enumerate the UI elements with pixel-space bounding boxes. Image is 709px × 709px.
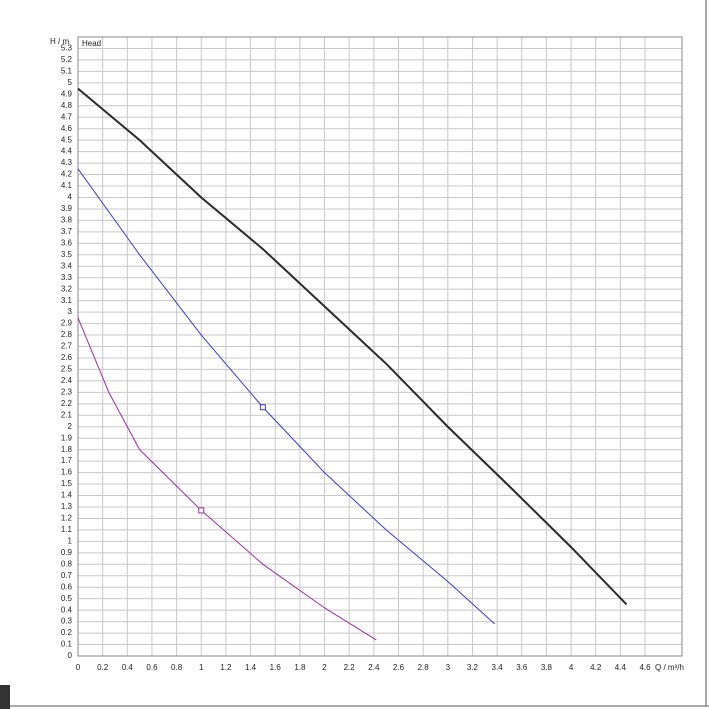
y-tick-label: 0.9 (61, 548, 73, 557)
y-tick-label: 2.6 (61, 353, 73, 362)
y-tick-label: 2.8 (61, 330, 73, 339)
y-tick-label: 2.7 (61, 342, 73, 351)
y-tick-label: 3.2 (61, 284, 73, 293)
y-tick-label: 1 (68, 536, 73, 545)
y-tick-label: 3.4 (61, 261, 73, 270)
y-tick-label: 4.7 (61, 112, 73, 121)
y-tick-label: 4.2 (61, 170, 73, 179)
y-tick-label: 1.2 (61, 514, 73, 523)
y-tick-label: 4.8 (61, 101, 73, 110)
x-tick-label: 2.8 (418, 663, 430, 672)
y-tick-label: 5.1 (61, 66, 73, 75)
y-tick-label: 1.5 (61, 479, 73, 488)
y-tick-label: 4.1 (61, 181, 73, 190)
y-tick-label: 4.3 (61, 158, 73, 167)
x-tick-label: 2 (322, 663, 327, 672)
y-tick-label: 1.9 (61, 433, 73, 442)
y-tick-label: 0.6 (61, 582, 73, 591)
y-tick-label: 4.4 (61, 147, 73, 156)
x-tick-label: 1.4 (245, 663, 257, 672)
y-tick-label: 5.3 (61, 44, 73, 53)
y-tick-label: 2.4 (61, 376, 73, 385)
y-tick-label: 0.4 (61, 605, 73, 614)
x-tick-label: 0 (76, 663, 81, 672)
y-tick-label: 3.5 (61, 250, 73, 259)
x-tick-label: 1.2 (220, 663, 232, 672)
y-tick-label: 3.3 (61, 273, 73, 282)
y-tick-label: 4.6 (61, 124, 73, 133)
curve (77, 87, 628, 606)
x-tick-label: 3.2 (467, 663, 479, 672)
x-tick-label: 0.2 (97, 663, 109, 672)
x-tick-label: 1.8 (294, 663, 306, 672)
operating-point (198, 507, 205, 514)
y-tick-label: 2 (68, 422, 73, 431)
y-tick-label: 3.1 (61, 296, 73, 305)
y-tick-label: 1.1 (61, 525, 73, 534)
y-tick-label: 3.6 (61, 238, 73, 247)
x-tick-label: 0.4 (122, 663, 134, 672)
y-axis-label: H / m (50, 37, 69, 46)
x-tick-label: 4 (569, 663, 574, 672)
y-tick-label: 4.5 (61, 135, 73, 144)
x-tick-label: 3 (446, 663, 451, 672)
y-tick-label: 3 (68, 307, 73, 316)
y-tick-label: 1.7 (61, 456, 73, 465)
x-tick-label: 1.6 (270, 663, 282, 672)
y-tick-label: 0 (68, 651, 73, 660)
x-tick-label: 2.6 (393, 663, 405, 672)
x-tick-label: 3.4 (492, 663, 504, 672)
x-tick-label: 3.6 (516, 663, 528, 672)
plot-frame (77, 36, 683, 657)
y-tick-label: 2.5 (61, 365, 73, 374)
x-tick-label: 1 (199, 663, 204, 672)
y-tick-label: 4.9 (61, 89, 73, 98)
y-tick-label: 3.9 (61, 204, 73, 213)
x-axis-label: Q / m³/h (655, 663, 684, 672)
y-tick-label: 1.6 (61, 468, 73, 477)
x-tick-label: 2.2 (344, 663, 356, 672)
x-tick-label: 4.4 (615, 663, 627, 672)
x-tick-label: 4.6 (639, 663, 651, 672)
y-tick-label: 0.8 (61, 559, 73, 568)
x-tick-label: 0.8 (171, 663, 183, 672)
x-tick-label: 3.8 (541, 663, 553, 672)
x-tick-label: 4.2 (590, 663, 602, 672)
y-tick-label: 4 (68, 193, 73, 202)
y-tick-label: 0.1 (61, 640, 73, 649)
x-tick-label: 0.6 (146, 663, 158, 672)
y-tick-label: 0.7 (61, 571, 73, 580)
y-tick-label: 5.2 (61, 55, 73, 64)
y-tick-label: 0.5 (61, 594, 73, 603)
y-tick-label: 1.4 (61, 491, 73, 500)
y-tick-label: 2.9 (61, 319, 73, 328)
x-tick-label: 2.4 (368, 663, 380, 672)
y-tick-label: 3.7 (61, 227, 73, 236)
y-tick-label: 2.1 (61, 410, 73, 419)
y-tick-label: 2.2 (61, 399, 73, 408)
corner-block (0, 685, 10, 709)
y-tick-label: 5 (68, 78, 73, 87)
y-tick-label: 1.3 (61, 502, 73, 511)
y-tick-label: 2.3 (61, 387, 73, 396)
curve (77, 168, 495, 625)
y-tick-label: 3.8 (61, 216, 73, 225)
y-tick-label: 0.3 (61, 617, 73, 626)
y-tick-label: 0.2 (61, 628, 73, 637)
annotation: Head (82, 39, 101, 48)
operating-point (259, 404, 266, 411)
y-tick-label: 1.8 (61, 445, 73, 454)
